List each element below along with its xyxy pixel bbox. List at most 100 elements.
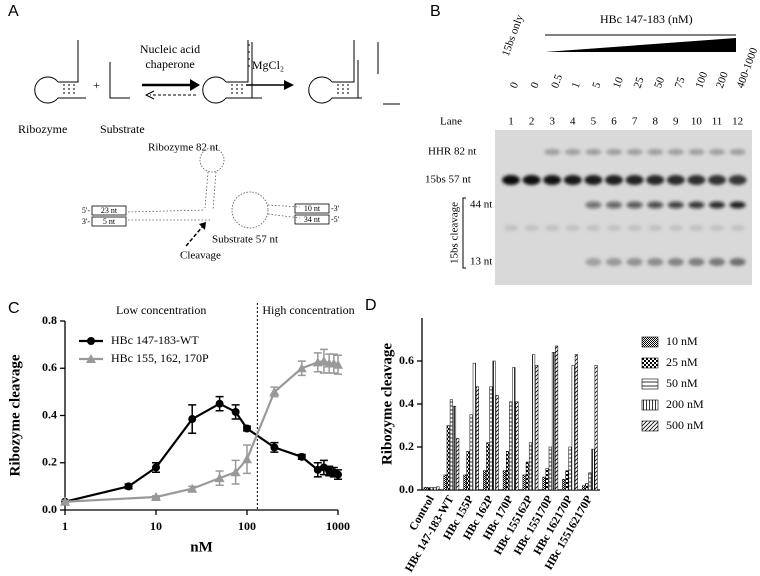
lane bbox=[687, 149, 706, 266]
bracket bbox=[462, 197, 466, 269]
y-axis-label: Ribozyme cleavage bbox=[7, 354, 23, 476]
concentration-label: 200 bbox=[714, 70, 731, 90]
bar bbox=[551, 352, 555, 491]
x-tick-label: 1 bbox=[62, 519, 68, 533]
bar bbox=[571, 365, 575, 491]
bar bbox=[581, 485, 586, 491]
concentration-label: 10 bbox=[611, 75, 626, 90]
band bbox=[564, 149, 581, 155]
marker bbox=[188, 415, 197, 424]
marker bbox=[270, 443, 279, 452]
bar bbox=[506, 451, 510, 491]
bar bbox=[509, 401, 513, 491]
end-label: -5' bbox=[331, 215, 340, 224]
marker bbox=[187, 483, 198, 493]
bar bbox=[469, 414, 473, 491]
bar bbox=[562, 479, 566, 491]
band bbox=[545, 225, 560, 231]
band bbox=[626, 201, 643, 209]
structure-ribozyme: Ribozyme 82 nt bbox=[148, 142, 218, 154]
marker bbox=[87, 337, 95, 345]
y-tick-label: 0.4 bbox=[42, 407, 57, 421]
band bbox=[689, 225, 704, 231]
bar bbox=[483, 470, 487, 491]
lane bbox=[708, 149, 726, 266]
band-label: 15bs cleavage bbox=[449, 202, 461, 264]
arrow-head bbox=[190, 79, 200, 91]
bar bbox=[475, 386, 479, 491]
bar bbox=[568, 446, 572, 491]
y-tick-label: 0.8 bbox=[42, 313, 57, 327]
legend-label: 200 nM bbox=[666, 397, 704, 411]
panel-label: C bbox=[8, 300, 20, 317]
bar bbox=[423, 487, 427, 491]
lane bbox=[584, 149, 603, 266]
band bbox=[688, 201, 705, 209]
lane bbox=[666, 149, 685, 266]
concentration-label: 25 bbox=[632, 75, 647, 90]
band bbox=[627, 225, 642, 231]
band bbox=[688, 258, 705, 266]
band bbox=[648, 225, 663, 231]
bar bbox=[492, 360, 496, 491]
concentration-label: 400-1000 bbox=[735, 46, 760, 90]
x-axis-label: nM bbox=[190, 539, 213, 555]
band bbox=[688, 149, 705, 155]
band bbox=[586, 225, 601, 231]
marker bbox=[152, 463, 160, 472]
lane-number: 11 bbox=[712, 116, 723, 128]
legend-label: 10 nM bbox=[666, 334, 698, 348]
band bbox=[606, 201, 622, 209]
lane bbox=[605, 149, 623, 266]
substrate-label: Substrate bbox=[100, 122, 145, 136]
substrate-glyph bbox=[109, 62, 130, 99]
marker bbox=[313, 465, 322, 474]
band bbox=[710, 225, 724, 231]
end-label: 3'- bbox=[82, 217, 90, 226]
marker bbox=[215, 399, 224, 408]
bar bbox=[449, 399, 453, 491]
band bbox=[605, 175, 623, 185]
bar bbox=[443, 474, 447, 491]
y-tick-label: 0.4 bbox=[399, 396, 414, 410]
chaperone-label: chaperone bbox=[145, 57, 194, 71]
band bbox=[729, 201, 746, 209]
series-line bbox=[64, 360, 339, 503]
marker bbox=[214, 473, 225, 483]
y-tick-label: 0.6 bbox=[42, 360, 57, 374]
bar bbox=[588, 472, 592, 491]
concentration-label: 50 bbox=[652, 75, 667, 90]
lane bbox=[563, 149, 582, 231]
band bbox=[544, 149, 561, 155]
panel-b: B HBc 147-183 (nM) 15bs only Lane HHR 82… bbox=[425, 3, 760, 285]
band bbox=[647, 201, 664, 209]
y-tick-label: 0.0 bbox=[42, 502, 57, 516]
bar bbox=[489, 386, 493, 491]
lane bbox=[543, 149, 562, 231]
lane bbox=[646, 149, 665, 266]
box-label: 23 nt bbox=[101, 206, 118, 215]
end-label: -3' bbox=[331, 204, 340, 213]
band bbox=[522, 175, 541, 185]
marker bbox=[86, 354, 96, 363]
lane bbox=[522, 175, 541, 231]
legend-label: 25 nM bbox=[666, 355, 698, 369]
band bbox=[667, 149, 684, 155]
marker bbox=[296, 363, 307, 373]
band bbox=[709, 201, 725, 209]
y-tick-label: 0.0 bbox=[399, 482, 414, 496]
marker bbox=[242, 454, 252, 464]
legend-swatch bbox=[641, 399, 659, 411]
bar bbox=[548, 446, 552, 491]
bar bbox=[426, 487, 430, 491]
y-axis-label: Ribozyme cleavage bbox=[379, 343, 395, 465]
marker bbox=[124, 482, 133, 491]
legend-label: HBc 155, 162, 170P bbox=[111, 351, 209, 365]
cleavage-arrow bbox=[185, 225, 204, 247]
bar bbox=[502, 470, 506, 491]
band bbox=[606, 149, 622, 155]
band bbox=[606, 258, 622, 266]
bar bbox=[433, 487, 437, 491]
panel-label: D bbox=[365, 297, 377, 314]
